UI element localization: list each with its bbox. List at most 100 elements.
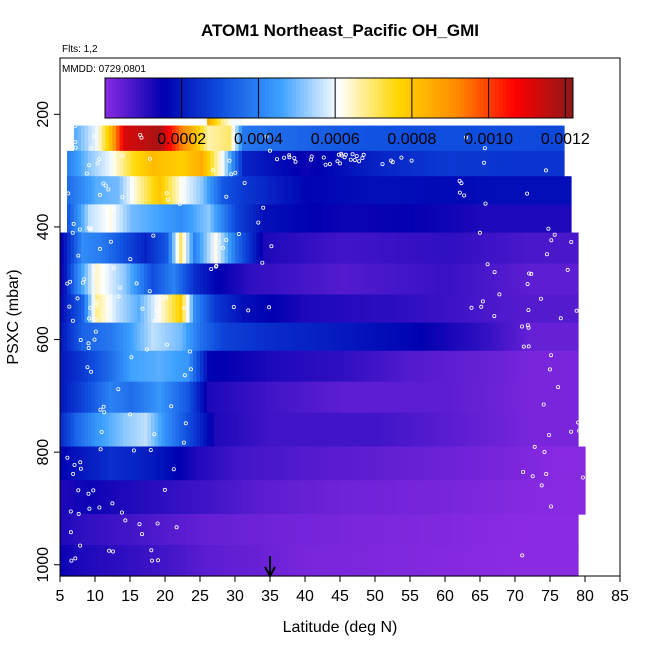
- heatmap-cell: [392, 412, 397, 448]
- heatmap-cell: [228, 514, 233, 546]
- heatmap-cell: [235, 263, 240, 296]
- colorbar-tick-label: 0.0006: [311, 131, 360, 148]
- heatmap-cell: [98, 294, 103, 324]
- heatmap-cell: [277, 176, 282, 205]
- heatmap-cell: [438, 204, 443, 234]
- heatmap-cell: [168, 263, 173, 296]
- heatmap-cell: [193, 322, 198, 352]
- heatmap-cell: [123, 204, 128, 234]
- sample-point: [84, 171, 89, 176]
- heatmap-cell: [581, 480, 586, 515]
- heatmap-cell: [525, 150, 530, 177]
- heatmap-cell: [333, 480, 338, 515]
- sample-point: [177, 201, 182, 206]
- heatmap-cell: [578, 480, 583, 515]
- heatmap-cell: [441, 232, 446, 265]
- heatmap-cell: [543, 232, 548, 265]
- heatmap-cell: [242, 381, 247, 414]
- colorbar-swatch: [514, 78, 519, 118]
- heatmap-cell: [109, 514, 114, 546]
- heatmap-cell: [336, 176, 341, 205]
- heatmap-cell: [389, 263, 394, 296]
- heatmap-cell: [315, 263, 320, 296]
- heatmap-cell: [189, 350, 194, 383]
- sample-point: [139, 532, 144, 537]
- heatmap-cell: [154, 125, 159, 152]
- heatmap-cell: [119, 412, 124, 448]
- heatmap-cell: [385, 150, 390, 177]
- heatmap-cell: [214, 514, 219, 546]
- heatmap-cell: [259, 125, 264, 152]
- heatmap-cell: [200, 446, 205, 481]
- heatmap-cell: [74, 412, 79, 448]
- heatmap-cell: [175, 125, 180, 152]
- heatmap-cell: [315, 294, 320, 324]
- heatmap-cell: [235, 232, 240, 265]
- heatmap-cell: [63, 232, 68, 265]
- heatmap-cell: [112, 446, 117, 481]
- heatmap-cell: [368, 204, 373, 234]
- heatmap-cell: [515, 204, 520, 234]
- heatmap-cell: [161, 412, 166, 448]
- heatmap-cell: [483, 514, 488, 546]
- heatmap-cell: [210, 125, 215, 152]
- heatmap-cell: [508, 294, 513, 324]
- heatmap-cell: [294, 381, 299, 414]
- heatmap-cell: [270, 150, 275, 177]
- heatmap-cell: [525, 322, 530, 352]
- heatmap-cell: [564, 545, 569, 577]
- heatmap-cell: [469, 176, 474, 205]
- heatmap-cell: [501, 412, 506, 448]
- heatmap-cell: [123, 514, 128, 546]
- heatmap-cell: [378, 322, 383, 352]
- colorbar-tick-label: 0.0004: [234, 131, 283, 148]
- heatmap-cell: [151, 545, 156, 577]
- heatmap-cell: [252, 263, 257, 296]
- sample-point: [399, 155, 404, 160]
- heatmap-cell: [70, 514, 75, 546]
- heatmap-cell: [385, 545, 390, 577]
- heatmap-cell: [294, 322, 299, 352]
- heatmap-cell: [347, 263, 352, 296]
- heatmap-cell: [193, 514, 198, 546]
- heatmap-cell: [368, 294, 373, 324]
- heatmap-cell: [480, 176, 485, 205]
- heatmap-cell: [536, 150, 541, 177]
- heatmap-cell: [350, 322, 355, 352]
- heatmap-cell: [312, 263, 317, 296]
- heatmap-cell: [487, 350, 492, 383]
- heatmap-cell: [543, 176, 548, 205]
- heatmap-cell: [539, 350, 544, 383]
- heatmap-cell: [536, 204, 541, 234]
- colorbar-swatch: [268, 78, 274, 118]
- heatmap-cell: [361, 514, 366, 546]
- heatmap-cell: [476, 232, 481, 265]
- heatmap-cell: [214, 125, 219, 152]
- heatmap-cell: [301, 232, 306, 265]
- heatmap-cell: [224, 150, 229, 177]
- heatmap-cell: [189, 381, 194, 414]
- heatmap-cell: [490, 514, 495, 546]
- heatmap-cell: [140, 381, 145, 414]
- heatmap-cell: [417, 545, 422, 577]
- heatmap-cell: [350, 150, 355, 177]
- heatmap-cell: [91, 514, 96, 546]
- sample-point: [71, 471, 76, 476]
- heatmap-cell: [224, 322, 229, 352]
- heatmap-cell: [112, 263, 117, 296]
- heatmap-cell: [60, 480, 65, 515]
- heatmap-cell: [389, 232, 394, 265]
- heatmap-cell: [501, 514, 506, 546]
- heatmap-cell: [515, 381, 520, 414]
- heatmap-cell: [154, 176, 159, 205]
- heatmap-cell: [179, 350, 184, 383]
- colorbar-swatch: [151, 78, 157, 118]
- heatmap-cell: [494, 514, 499, 546]
- heatmap-cell: [137, 176, 142, 205]
- heatmap-cell: [214, 150, 219, 177]
- heatmap-cell: [452, 294, 457, 324]
- colorbar-swatch: [210, 78, 215, 118]
- heatmap-cell: [308, 322, 313, 352]
- heatmap-cell: [511, 350, 516, 383]
- heatmap-cell: [378, 446, 383, 481]
